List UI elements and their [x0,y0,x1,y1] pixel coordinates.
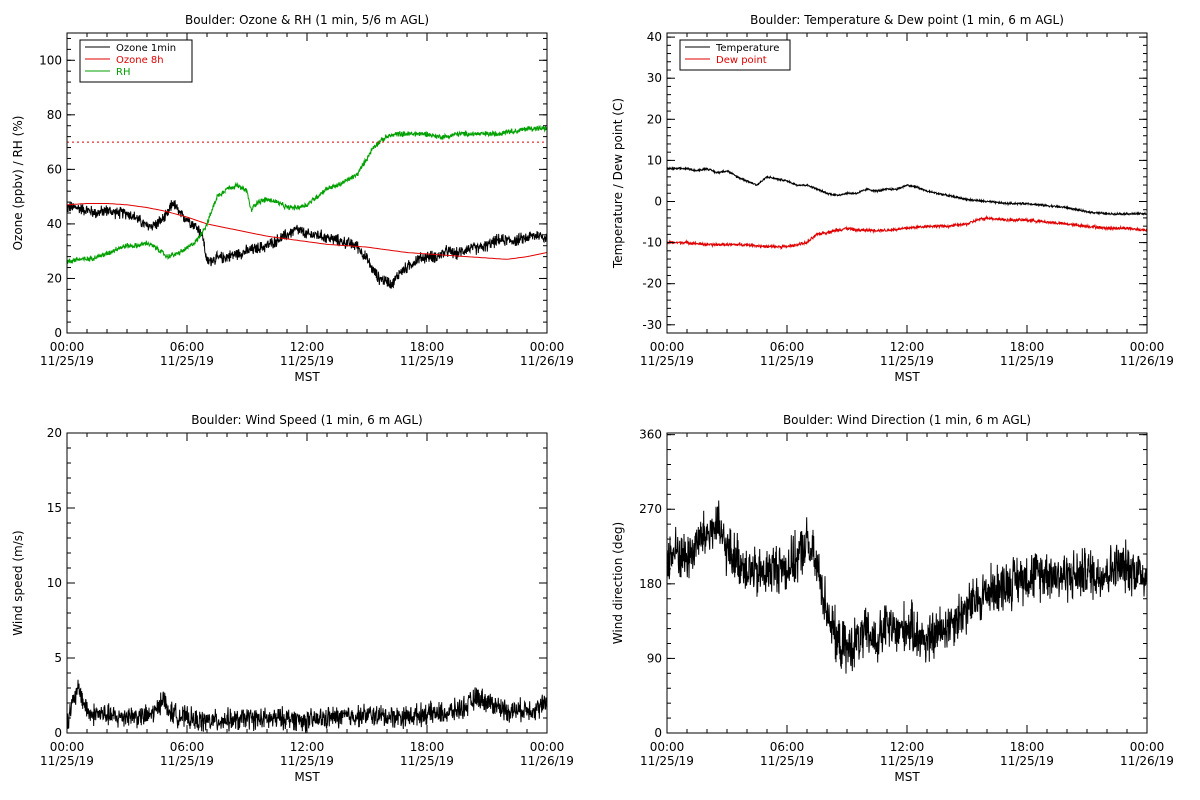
y-tick-label: 20 [47,426,62,440]
series-line-dew-point [667,214,1147,251]
y-tick-label: -20 [642,277,662,291]
x-axis-label: MST [894,370,920,384]
y-axis-label: Ozone (ppbv) / RH (%) [11,116,25,251]
x-tick-time: 12:00 [890,740,925,754]
x-tick-date: 11/25/19 [880,354,934,368]
y-axis-label: Wind speed (m/s) [11,530,25,635]
x-tick-date: 11/25/19 [280,354,334,368]
y-tick-label: 10 [647,153,662,167]
x-tick-date: 11/25/19 [160,354,214,368]
x-tick-time: 18:00 [410,340,445,354]
x-axis-label: MST [294,770,320,784]
legend-entry: Dew point [716,55,767,66]
chart-title: Boulder: Wind Direction (1 min, 6 m AGL) [783,413,1031,427]
x-tick-date: 11/25/19 [880,754,934,768]
y-tick-label: 15 [47,501,62,515]
x-tick-date: 11/25/19 [760,754,814,768]
x-tick-time: 18:00 [1010,340,1045,354]
x-tick-time: 06:00 [170,740,205,754]
chart-title: Boulder: Ozone & RH (1 min, 5/6 m AGL) [185,13,429,27]
x-tick-time: 12:00 [290,740,325,754]
y-tick-label: 30 [647,71,662,85]
x-axis-label: MST [894,770,920,784]
y-tick-label: 0 [654,194,662,208]
series-line-ozone-1min [67,200,547,289]
x-tick-time: 00:00 [530,740,565,754]
series-line-rh [67,124,547,265]
x-tick-time: 06:00 [770,740,805,754]
series-line-line1 [67,679,547,733]
x-tick-time: 00:00 [530,340,565,354]
x-tick-time: 06:00 [770,340,805,354]
x-tick-time: 00:00 [650,340,685,354]
x-tick-date: 11/25/19 [640,754,694,768]
x-tick-time: 06:00 [170,340,205,354]
y-tick-label: 60 [47,162,62,176]
x-tick-time: 12:00 [890,340,925,354]
chart-title: Boulder: Temperature & Dew point (1 min,… [750,13,1064,27]
x-tick-time: 12:00 [290,340,325,354]
y-tick-label: 40 [647,30,662,44]
x-tick-date: 11/25/19 [160,754,214,768]
y-tick-label: 0 [54,326,62,340]
y-axis-label: Temperature / Dew point (C) [611,98,625,269]
x-tick-time: 18:00 [1010,740,1045,754]
x-tick-time: 00:00 [1130,340,1165,354]
legend-entry: Ozone 1min [116,43,176,54]
x-tick-date: 11/26/19 [1120,354,1174,368]
y-tick-label: 20 [47,271,62,285]
y-tick-label: 10 [47,576,62,590]
x-tick-time: 18:00 [410,740,445,754]
series-line-ozone-8h [67,203,547,260]
series-line-line1 [667,500,1147,674]
y-tick-label: 270 [639,502,662,516]
x-tick-date: 11/25/19 [280,754,334,768]
x-tick-time: 00:00 [650,740,685,754]
plot-frame [666,32,1148,334]
legend [679,39,791,71]
x-tick-date: 11/26/19 [520,354,574,368]
y-tick-label: 360 [639,428,662,442]
y-axis-label: Wind direction (deg) [611,522,625,644]
x-tick-date: 11/25/19 [1000,354,1054,368]
x-tick-date: 11/25/19 [1000,754,1054,768]
chart-panel-2: -30-20-1001020304000:0011/25/1906:0011/2… [611,13,1174,384]
legend-entry: Temperature [715,43,779,54]
legend-entry: Ozone 8h [116,55,164,66]
y-tick-label: 100 [39,53,62,67]
chart-panel-4: 09018027036000:0011/25/1906:0011/25/1912… [611,413,1174,784]
x-tick-date: 11/26/19 [1120,754,1174,768]
y-tick-label: 0 [54,726,62,740]
x-tick-date: 11/25/19 [400,754,454,768]
chart-panel-3: 0510152000:0011/25/1906:0011/25/1912:001… [11,413,574,784]
x-tick-date: 11/26/19 [520,754,574,768]
x-tick-date: 11/25/19 [760,354,814,368]
series-line-temperature [667,166,1147,217]
x-axis-label: MST [294,370,320,384]
chart-panel-1: 02040608010000:0011/25/1906:0011/25/1912… [11,13,574,384]
y-tick-label: 40 [47,217,62,231]
y-tick-label: 90 [647,651,662,665]
x-tick-date: 11/25/19 [40,754,94,768]
y-tick-label: -30 [642,318,662,332]
y-tick-label: 0 [654,726,662,740]
x-tick-time: 00:00 [50,740,85,754]
x-tick-time: 00:00 [1130,740,1165,754]
y-tick-label: -10 [642,236,662,250]
y-tick-label: 20 [647,112,662,126]
x-tick-time: 00:00 [50,340,85,354]
y-tick-label: 5 [54,651,62,665]
x-tick-date: 11/25/19 [40,354,94,368]
legend-entry: RH [116,67,130,78]
y-tick-label: 80 [47,108,62,122]
y-tick-label: 180 [639,577,662,591]
x-tick-date: 11/25/19 [400,354,454,368]
chart-title: Boulder: Wind Speed (1 min, 6 m AGL) [191,413,423,427]
x-tick-date: 11/25/19 [640,354,694,368]
